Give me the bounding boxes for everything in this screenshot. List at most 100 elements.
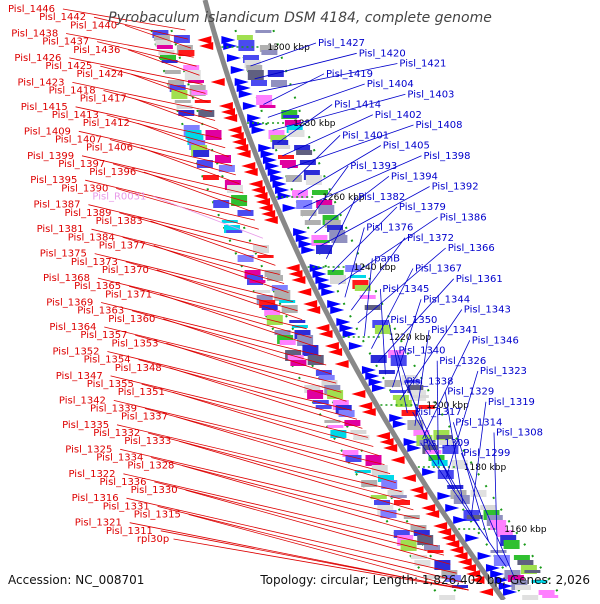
gene-block bbox=[361, 480, 378, 487]
reverse-gene-label: Pisl_1381 bbox=[37, 224, 84, 235]
reverse-gene-arrow bbox=[236, 150, 251, 158]
forward-gene-arrow bbox=[371, 384, 386, 392]
reverse-gene-label: Pisl_1399 bbox=[27, 151, 74, 162]
forward-gene-arrow bbox=[490, 570, 505, 578]
forward-gene-label: Pisl_1394 bbox=[391, 171, 438, 182]
forward-leader-line bbox=[267, 83, 365, 118]
reverse-gene-label: Pisl_1375 bbox=[40, 249, 87, 260]
reverse-gene-arrow bbox=[445, 540, 460, 548]
gene-block bbox=[237, 255, 254, 262]
reverse-gene-label: Pisl_1311 bbox=[106, 526, 153, 537]
gene-block bbox=[281, 110, 298, 119]
gene-block bbox=[350, 275, 366, 278]
forward-leader-line bbox=[388, 319, 408, 413]
gene-block bbox=[387, 490, 404, 496]
forward-gene-arrow bbox=[365, 372, 380, 380]
forward-gene-label: Pisl_1350 bbox=[390, 315, 437, 326]
gene-block bbox=[284, 120, 301, 126]
forward-leader-line bbox=[272, 93, 406, 131]
reverse-leader-line bbox=[137, 122, 229, 158]
forward-leader-line bbox=[422, 340, 471, 439]
gene-block bbox=[364, 305, 381, 310]
forward-gene-arrow bbox=[494, 576, 509, 584]
gene-block bbox=[504, 570, 521, 579]
reverse-gene-arrow bbox=[334, 360, 349, 368]
gene-block bbox=[227, 185, 243, 193]
forward-gene-arrow bbox=[247, 114, 262, 122]
gene-block bbox=[378, 475, 394, 482]
forward-gene-arrow bbox=[312, 270, 327, 278]
gene-block bbox=[414, 560, 431, 566]
reverse-leader-line bbox=[101, 302, 322, 357]
gene-block bbox=[221, 220, 238, 223]
gene-block bbox=[274, 145, 291, 149]
forward-leader-line bbox=[392, 299, 422, 388]
gene-block bbox=[299, 160, 316, 165]
reverse-leader-line bbox=[113, 400, 385, 465]
reverse-gene-arrow bbox=[223, 114, 238, 122]
reverse-gene-arrow bbox=[479, 588, 494, 596]
reverse-gene-arrow bbox=[401, 474, 416, 482]
reverse-leader-line bbox=[78, 130, 233, 167]
gene-block bbox=[359, 295, 376, 299]
gene-block bbox=[453, 495, 470, 504]
forward-gene-label: Pisl_1405 bbox=[383, 141, 430, 152]
reverse-gene-arrow bbox=[351, 390, 366, 398]
gene-block bbox=[380, 510, 397, 518]
forward-gene-arrow bbox=[407, 444, 422, 452]
reverse-leader-line bbox=[128, 285, 312, 339]
gene-block bbox=[517, 560, 534, 565]
reverse-gene-arrow bbox=[248, 180, 263, 188]
forward-gene-label: Pisl_1314 bbox=[455, 417, 502, 428]
reverse-gene-arrow bbox=[315, 324, 330, 332]
gene-block bbox=[267, 275, 283, 281]
forward-gene-label: Pisl_1408 bbox=[416, 120, 463, 131]
reverse-leader-line bbox=[140, 147, 240, 185]
reverse-gene-label: Pisl_1357 bbox=[80, 330, 127, 341]
forward-leader-line bbox=[470, 401, 487, 516]
forward-gene-arrow bbox=[453, 516, 468, 524]
gene-block bbox=[305, 175, 322, 185]
reverse-gene-label: Pisl_1342 bbox=[59, 395, 106, 406]
gene-block bbox=[353, 435, 370, 440]
gene-block bbox=[327, 225, 343, 232]
reverse-leader-line bbox=[112, 163, 248, 203]
forward-gene-arrow bbox=[368, 378, 383, 386]
reverse-gene-arrow bbox=[258, 204, 273, 212]
reverse-leader-line bbox=[81, 155, 244, 194]
reverse-leader-line bbox=[123, 473, 438, 547]
gene-block bbox=[178, 50, 195, 56]
gene-block bbox=[307, 355, 324, 365]
forward-gene-label: Pisl_1329 bbox=[447, 387, 494, 398]
gene-block bbox=[278, 155, 294, 159]
ruler-label: 1280 kbp bbox=[293, 119, 336, 129]
gene-block bbox=[524, 570, 541, 573]
forward-gene-arrow bbox=[321, 288, 336, 296]
gene-block bbox=[174, 100, 191, 103]
gene-block bbox=[520, 565, 537, 574]
forward-leader-line bbox=[254, 52, 357, 80]
gene-block bbox=[307, 390, 324, 399]
genome-backbone bbox=[202, 0, 506, 602]
reverse-gene-arrow bbox=[390, 456, 405, 464]
gene-block bbox=[274, 290, 291, 301]
gene-block bbox=[279, 340, 296, 345]
forward-gene-label: Pisl_1361 bbox=[456, 274, 503, 285]
reverse-gene-arrow bbox=[461, 564, 476, 572]
forward-leader-line bbox=[282, 114, 373, 157]
reverse-leader-line bbox=[172, 391, 379, 456]
gene-block bbox=[226, 230, 243, 233]
gene-block bbox=[342, 450, 359, 457]
gene-block bbox=[185, 130, 202, 139]
gene-block bbox=[390, 390, 407, 393]
gene-block bbox=[259, 300, 276, 308]
gene-block bbox=[395, 400, 412, 407]
gene-block bbox=[271, 80, 287, 87]
reverse-gene-label: Pisl_1373 bbox=[71, 257, 118, 268]
gene-block bbox=[466, 515, 483, 519]
forward-gene-arrow bbox=[262, 156, 277, 164]
gene-block bbox=[330, 275, 346, 284]
forward-gene-arrow bbox=[260, 150, 275, 158]
gene-block bbox=[176, 105, 193, 109]
forward-leader-line bbox=[287, 124, 414, 170]
